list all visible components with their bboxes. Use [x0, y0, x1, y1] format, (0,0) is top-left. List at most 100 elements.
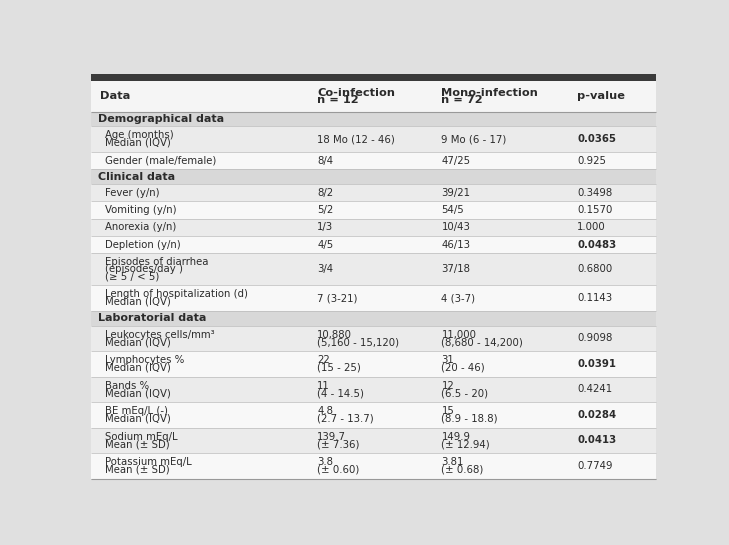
Text: 0.7749: 0.7749	[577, 461, 612, 471]
Text: 7 (3-21): 7 (3-21)	[317, 293, 358, 303]
Text: (6.5 - 20): (6.5 - 20)	[442, 388, 488, 398]
Bar	[91, 152, 656, 169]
Text: Length of hospitalization (d): Length of hospitalization (d)	[105, 289, 249, 299]
Text: 22: 22	[317, 355, 330, 365]
Bar	[91, 253, 656, 285]
Text: Anorexia (y/n): Anorexia (y/n)	[105, 222, 176, 232]
Text: Median (IQV): Median (IQV)	[105, 337, 171, 347]
Bar	[91, 325, 656, 351]
Text: 39/21: 39/21	[442, 187, 470, 198]
Text: Demographical data: Demographical data	[98, 114, 224, 124]
Text: 31: 31	[442, 355, 454, 365]
Text: (8,680 - 14,200): (8,680 - 14,200)	[442, 337, 523, 347]
Bar	[91, 236, 656, 253]
Text: 4.8: 4.8	[317, 406, 333, 416]
Text: 3.81: 3.81	[442, 457, 464, 467]
Text: 0.9098: 0.9098	[577, 334, 612, 343]
Text: (5,160 - 15,120): (5,160 - 15,120)	[317, 337, 399, 347]
Text: Laboratorial data: Laboratorial data	[98, 313, 206, 323]
Text: (4 - 14.5): (4 - 14.5)	[317, 388, 364, 398]
Text: 0.0284: 0.0284	[577, 410, 616, 420]
Text: 8/2: 8/2	[317, 187, 333, 198]
Text: Leukocytes cells/mm³: Leukocytes cells/mm³	[105, 330, 215, 340]
Text: n = 12: n = 12	[317, 95, 359, 105]
Text: 0.0413: 0.0413	[577, 435, 616, 445]
Text: (15 - 25): (15 - 25)	[317, 362, 361, 373]
Text: Mean (± SD): Mean (± SD)	[105, 439, 170, 449]
Text: (2.7 - 13.7): (2.7 - 13.7)	[317, 414, 374, 423]
Text: 0.1143: 0.1143	[577, 293, 612, 303]
Text: Clinical data: Clinical data	[98, 172, 175, 181]
Text: 11: 11	[317, 380, 330, 391]
Bar	[91, 74, 656, 81]
Text: (± 12.94): (± 12.94)	[442, 439, 490, 449]
Bar	[91, 453, 656, 479]
Text: p-value: p-value	[577, 92, 625, 101]
Text: Sodium mEq/L: Sodium mEq/L	[105, 432, 178, 441]
Text: 3/4: 3/4	[317, 264, 333, 274]
Bar	[91, 112, 656, 126]
Bar	[91, 219, 656, 236]
Text: 149.9: 149.9	[442, 432, 470, 441]
Text: 4/5: 4/5	[317, 239, 333, 250]
Text: Episodes of diarrhea: Episodes of diarrhea	[105, 257, 208, 267]
Text: 0.0483: 0.0483	[577, 239, 616, 250]
Bar	[91, 81, 656, 112]
Text: Mono-infection: Mono-infection	[442, 88, 538, 98]
Text: Depletion (y/n): Depletion (y/n)	[105, 239, 181, 250]
Text: Potassium mEq/L: Potassium mEq/L	[105, 457, 192, 467]
Text: Bands %: Bands %	[105, 380, 149, 391]
Bar	[91, 169, 656, 184]
Text: 8/4: 8/4	[317, 155, 333, 166]
Text: 1/3: 1/3	[317, 222, 333, 232]
Text: (± 7.36): (± 7.36)	[317, 439, 359, 449]
Text: BE mEq/L (-): BE mEq/L (-)	[105, 406, 168, 416]
Text: Lymphocytes %: Lymphocytes %	[105, 355, 184, 365]
Text: 46/13: 46/13	[442, 239, 470, 250]
Text: 1.000: 1.000	[577, 222, 606, 232]
Bar	[91, 402, 656, 428]
Text: 47/25: 47/25	[442, 155, 470, 166]
Text: 0.6800: 0.6800	[577, 264, 612, 274]
Text: (8.9 - 18.8): (8.9 - 18.8)	[442, 414, 498, 423]
Text: 10/43: 10/43	[442, 222, 470, 232]
Text: Median (IQV): Median (IQV)	[105, 138, 171, 148]
Text: 4 (3-7): 4 (3-7)	[442, 293, 475, 303]
Text: 5/2: 5/2	[317, 205, 333, 215]
Text: Age (months): Age (months)	[105, 130, 174, 141]
Text: 18 Mo (12 - 46): 18 Mo (12 - 46)	[317, 134, 395, 144]
Text: 3.8: 3.8	[317, 457, 333, 467]
Bar	[91, 285, 656, 311]
Text: Median (IQV): Median (IQV)	[105, 362, 171, 373]
Text: (± 0.60): (± 0.60)	[317, 465, 359, 475]
Text: n = 72: n = 72	[442, 95, 483, 105]
Text: Vomiting (y/n): Vomiting (y/n)	[105, 205, 177, 215]
Text: (± 0.68): (± 0.68)	[442, 465, 484, 475]
Text: Mean (± SD): Mean (± SD)	[105, 465, 170, 475]
Text: 0.3498: 0.3498	[577, 187, 612, 198]
Text: 37/18: 37/18	[442, 264, 470, 274]
Text: 0.4241: 0.4241	[577, 384, 612, 395]
Bar	[91, 184, 656, 201]
Text: Median (IQV): Median (IQV)	[105, 388, 171, 398]
Text: 15: 15	[442, 406, 454, 416]
Text: 54/5: 54/5	[442, 205, 464, 215]
Bar	[91, 311, 656, 325]
Text: 11,000: 11,000	[442, 330, 477, 340]
Text: 10,880: 10,880	[317, 330, 352, 340]
Bar	[91, 377, 656, 402]
Text: Median (IQV): Median (IQV)	[105, 414, 171, 423]
Bar	[91, 126, 656, 152]
Bar	[91, 351, 656, 377]
Text: (episodes/day ): (episodes/day )	[105, 264, 183, 274]
Text: 0.0391: 0.0391	[577, 359, 616, 369]
Text: Median (IQV): Median (IQV)	[105, 297, 171, 307]
Text: Co-infection: Co-infection	[317, 88, 395, 98]
Text: 139.7: 139.7	[317, 432, 346, 441]
Bar	[91, 428, 656, 453]
Bar	[91, 201, 656, 219]
Text: 9 Mo (6 - 17): 9 Mo (6 - 17)	[442, 134, 507, 144]
Text: Data: Data	[100, 92, 130, 101]
Text: 12: 12	[442, 380, 454, 391]
Text: (20 - 46): (20 - 46)	[442, 362, 486, 373]
